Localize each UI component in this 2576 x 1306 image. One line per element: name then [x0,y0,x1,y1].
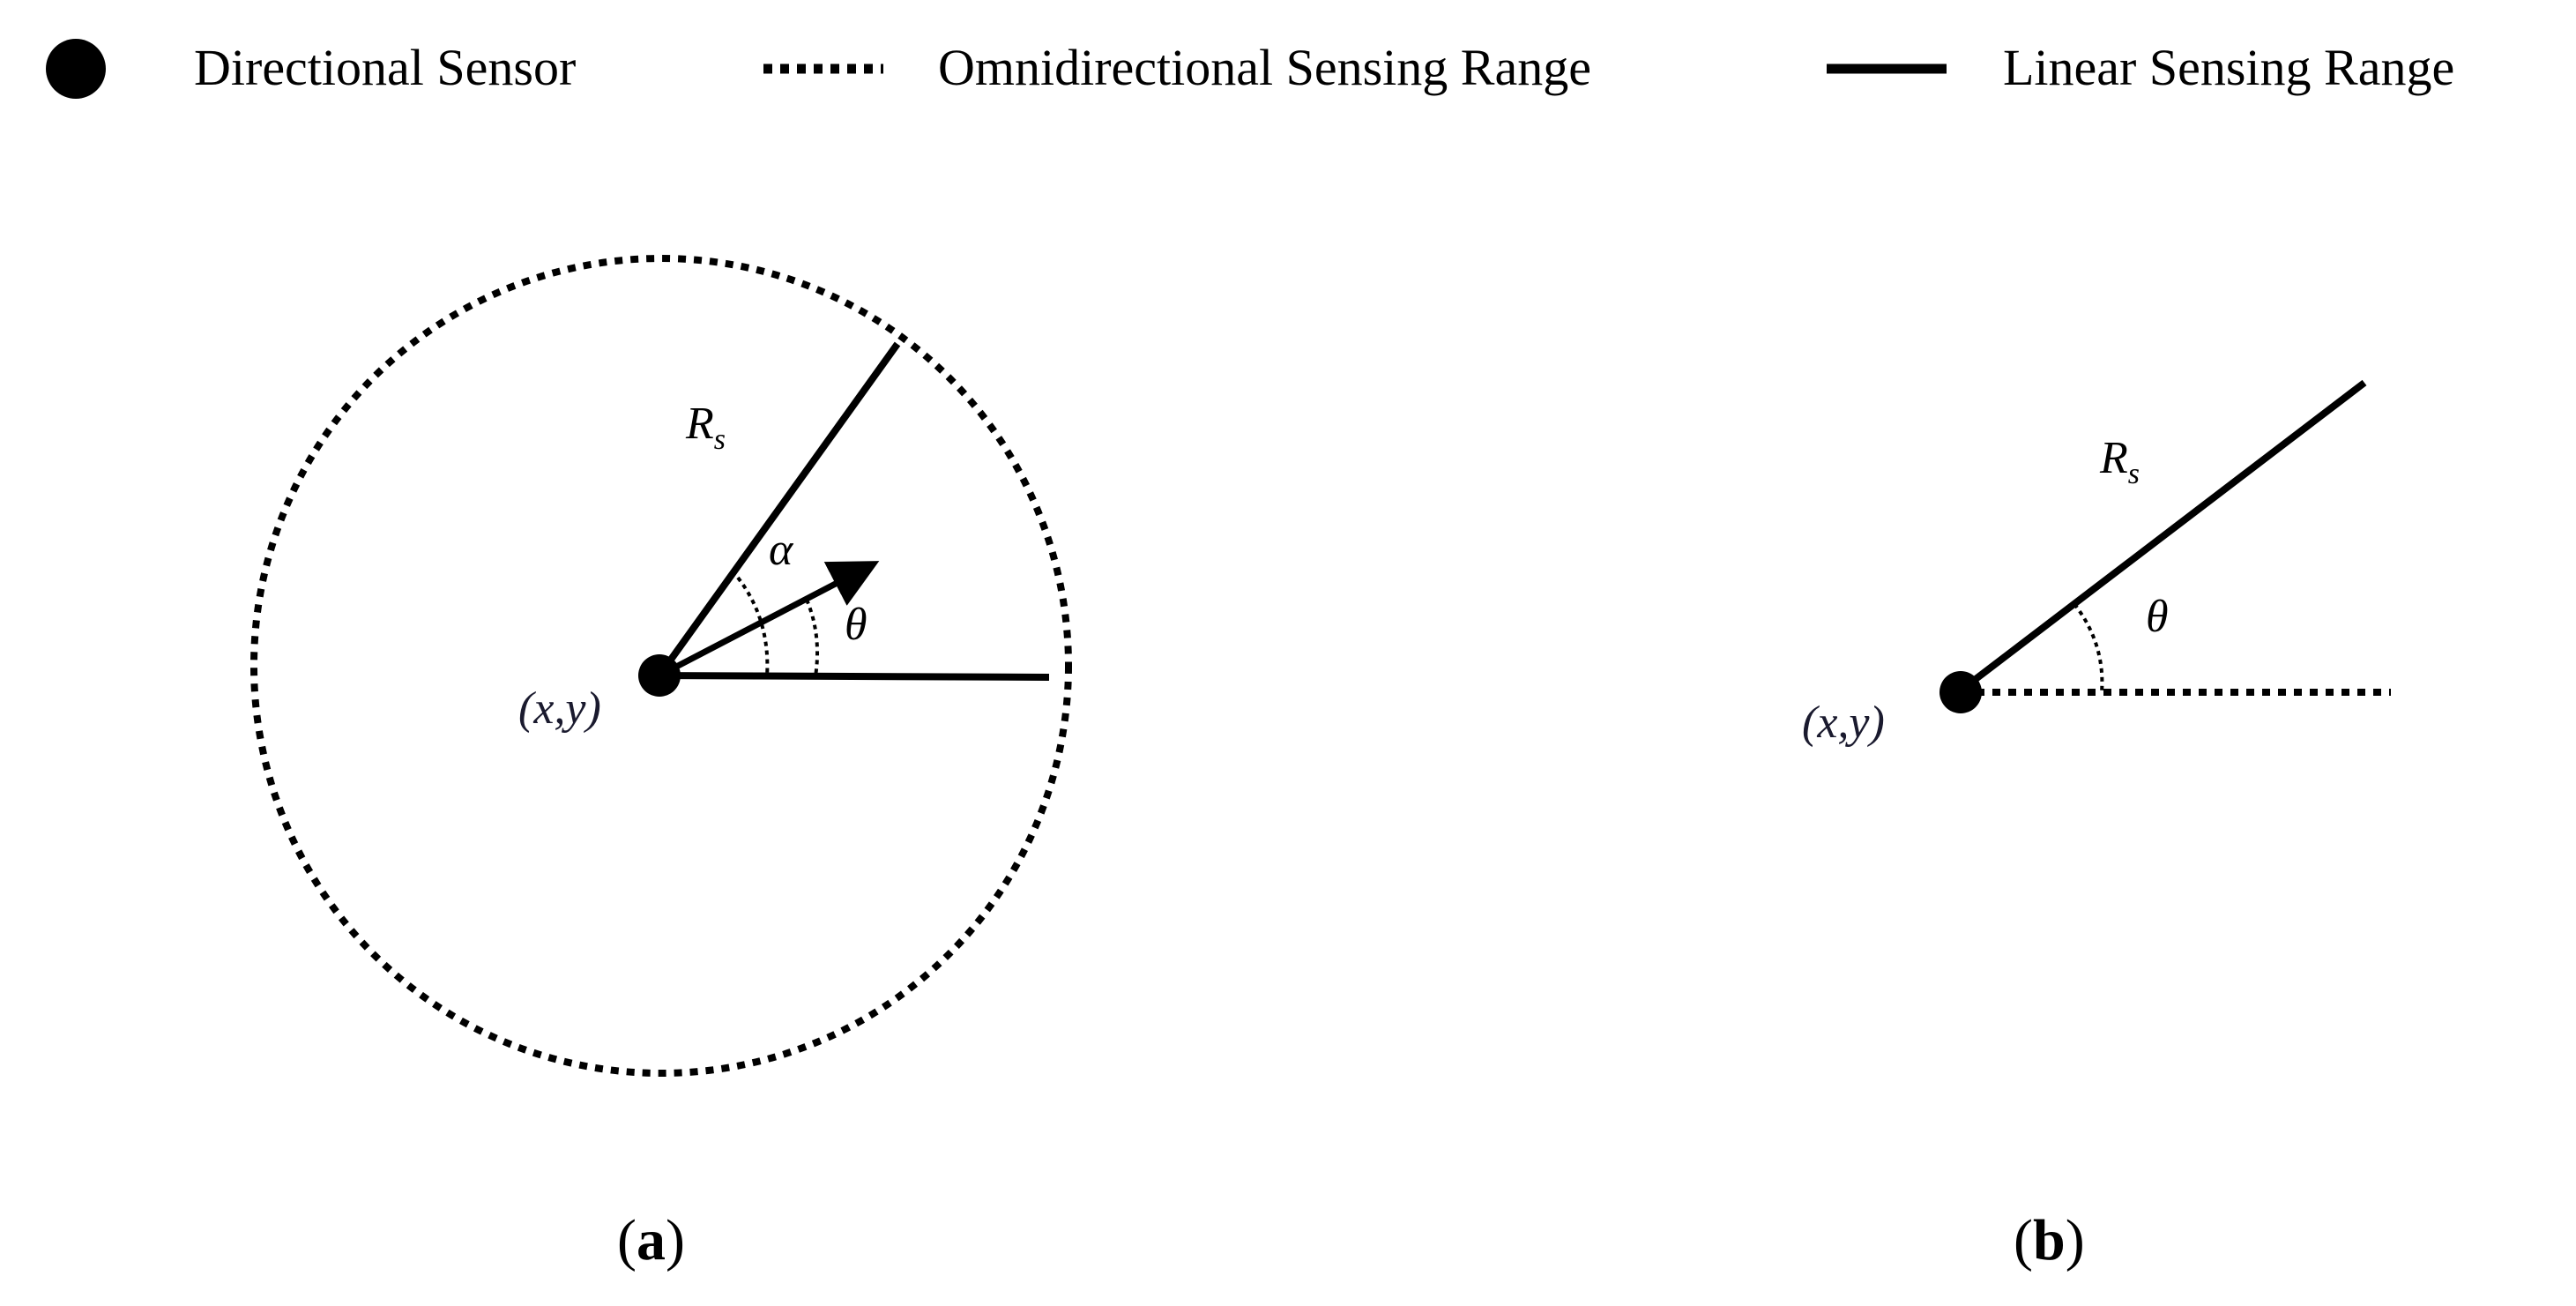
theta-label-a: θ [845,600,867,650]
omnidirectional-range-circle [250,255,1072,1077]
theta-angle-arc-b [2073,602,2104,693]
upper-range-edge [656,341,901,678]
sensor-b-dot [1939,671,1982,713]
theta-label-b: θ [2146,592,2169,642]
position-label-b: (x,y) [1802,698,1885,748]
sensor-a-dot [638,654,681,697]
alpha-label: α [769,525,794,575]
orientation-arrow [658,561,880,679]
legend-linear-label: Linear Sensing Range [2003,39,2454,96]
position-label-a: (x,y) [518,683,601,734]
lower-range-edge [659,672,1050,681]
caption-b: (b) [2014,1208,2085,1272]
radius-label-a: Rs [685,399,726,456]
legend-omni-label: Omnidirectional Sensing Range [938,39,1591,96]
caption-a: (a) [617,1208,685,1272]
panel-b: Rs θ (x,y) (b) [1802,379,2391,1272]
radius-label-b: Rs [2099,433,2140,490]
legend-sensor-label: Directional Sensor [194,39,576,96]
alpha-angle-arc [736,576,770,677]
linear-range-line [1958,379,2367,694]
theta-angle-arc [805,599,820,677]
panel-a: Rs α θ (x,y) (a) [250,255,1072,1272]
legend-sensor-dot-icon [46,39,106,99]
legend: Directional Sensor Omnidirectional Sensi… [46,39,2454,99]
